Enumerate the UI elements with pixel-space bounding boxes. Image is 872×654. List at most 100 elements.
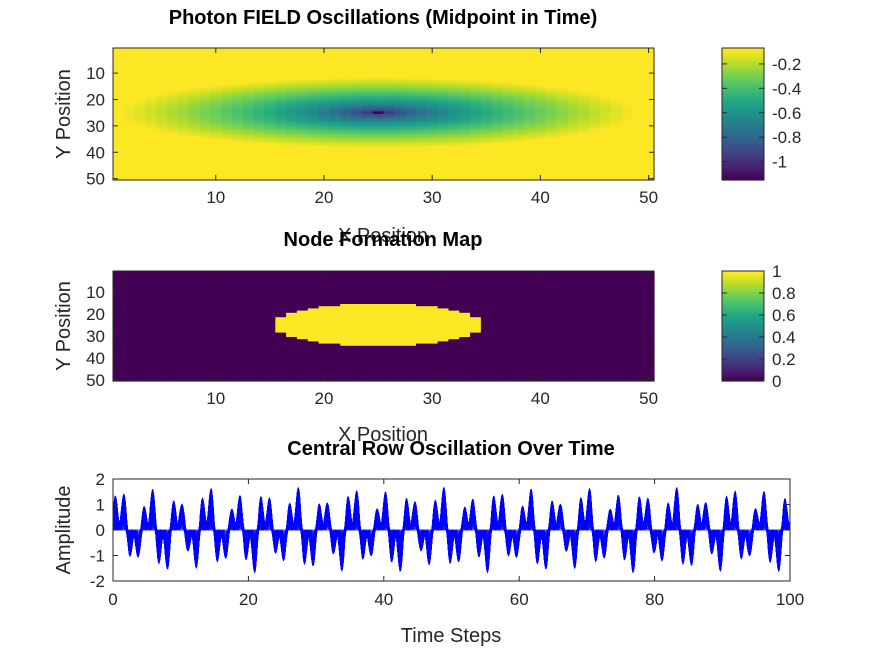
heatmap-cell [199,58,211,62]
heatmap-cell [621,77,633,81]
heatmap-cell [113,295,125,298]
heatmap-cell [372,332,385,336]
heatmap-cell [113,277,125,281]
heatmap-cell [524,74,536,78]
heatmap-cell [524,143,536,147]
heatmap-cell [167,153,179,157]
heatmap-cell [232,319,244,323]
heatmap-cell [567,275,579,279]
heatmap-cell [426,284,439,287]
heatmap-cell [372,372,385,375]
heatmap-cell [470,275,482,279]
heatmap-cell [210,323,222,327]
heatmap-cell [632,352,644,356]
heatmap-cell [167,158,179,163]
heatmap-cell [534,350,547,353]
heatmap-cell [340,301,352,305]
heatmap-cell [524,348,536,351]
heatmap-cell [394,127,406,131]
heatmap-cell [415,337,428,340]
heatmap-cell [513,286,525,290]
heatmap-cell [448,92,460,97]
heatmap-cell [221,326,233,329]
heatmap-cell [383,69,395,73]
heatmap-cell [372,312,385,316]
heatmap-cell [426,166,439,171]
heatmap-cell [275,158,287,163]
heatmap-cell [145,108,157,112]
heatmap-cell [199,354,211,358]
heatmap-cell [221,299,233,303]
heatmap-cell [448,58,460,62]
heatmap-cell [351,273,363,276]
heatmap-cell [545,153,558,157]
heatmap-cell [307,114,320,118]
heatmap-cell [383,275,395,279]
heatmap-cell [415,87,428,91]
heatmap-cell [210,310,222,314]
heatmap-cell [188,100,201,105]
heatmap-cell [340,55,352,60]
heatmap-cell [188,135,201,139]
heatmap-cell [232,82,244,86]
heatmap-cell [145,319,157,323]
heatmap-cell [394,63,406,68]
colorbar-band [722,85,764,88]
heatmap-cell [415,317,428,320]
heatmap-cell [307,315,320,318]
heatmap-cell [361,150,374,155]
heatmap-cell [167,145,179,149]
heatmap-cell [177,326,190,329]
heatmap-cell [286,61,298,65]
heatmap-cell [513,87,525,91]
heatmap-cell [340,61,352,65]
heatmap-cell [567,350,579,353]
heatmap-cell [253,301,266,305]
heatmap-cell [610,326,623,329]
heatmap-cell [383,145,395,149]
heatmap-cell [372,310,385,314]
heatmap-cell [123,334,136,338]
heatmap-cell [232,172,244,176]
heatmap-cell [134,290,147,294]
heatmap-cell [188,284,201,287]
heatmap-cell [372,321,385,325]
heatmap-cell [502,372,514,375]
heatmap-cell [123,286,136,290]
heatmap-cell [177,323,190,327]
heatmap-cell [480,339,493,342]
heatmap-cell [589,161,601,165]
heatmap-cell [513,116,525,120]
heatmap-cell [351,350,363,353]
heatmap-cell [372,345,385,349]
heatmap-cell [167,310,179,314]
heatmap-cell [383,61,395,65]
heatmap-cell [286,55,298,60]
heatmap-cell [242,119,255,123]
heatmap-cell [177,310,190,314]
heatmap-cell [145,82,157,86]
heatmap-cell [210,374,222,378]
heatmap-cell [275,348,287,351]
heatmap-cell [437,74,450,78]
heatmap-cell [242,108,255,112]
heatmap-cell [275,84,287,89]
heatmap-cell [167,372,179,375]
heatmap-cell [307,61,320,65]
heatmap-cell [415,129,428,134]
heatmap-cell [459,352,471,356]
colorbar-band [722,171,764,175]
heatmap-cell [264,370,276,373]
heatmap-cell [307,69,320,73]
heatmap-cell [123,114,136,118]
heatmap-cell [599,150,612,155]
heatmap-cell [632,275,644,279]
heatmap-cell [524,124,536,128]
heatmap-cell [307,359,320,362]
heatmap-cell [459,284,471,287]
heatmap-cell [253,306,266,309]
heatmap-cell [253,332,266,336]
heatmap-cell [578,87,590,91]
heatmap-cell [361,345,374,349]
